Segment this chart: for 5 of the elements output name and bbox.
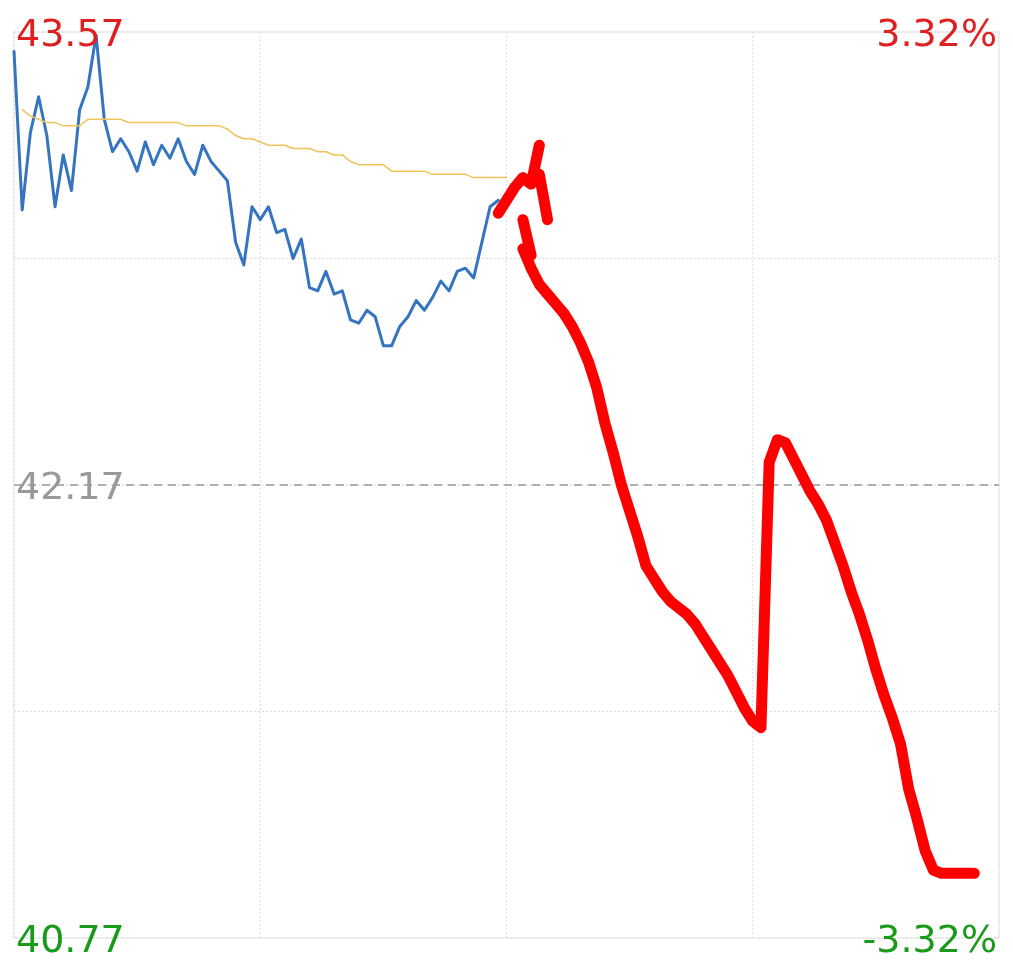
y-tick-label: 40.77	[16, 916, 125, 961]
y2-tick-label: 3.32%	[876, 10, 997, 55]
y2-tick-label: -3.32%	[862, 916, 997, 961]
y-tick-label: 42.17	[16, 463, 125, 508]
y-tick-label: 43.57	[16, 10, 125, 55]
